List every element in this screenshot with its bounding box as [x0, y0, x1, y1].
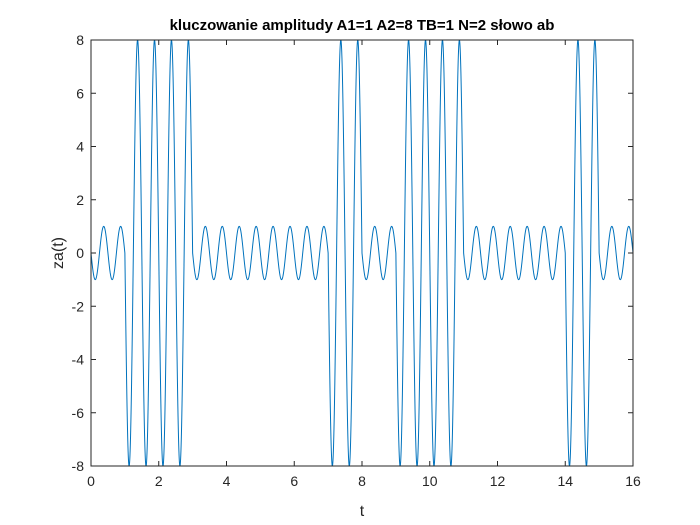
- y-axis-label: za(t): [50, 237, 67, 269]
- y-tick-label: 4: [76, 139, 84, 155]
- series-group: [91, 40, 633, 466]
- y-tick-label: 0: [76, 245, 84, 261]
- y-tick-label: -8: [72, 458, 85, 474]
- x-tick-label: 6: [290, 473, 298, 489]
- y-tick-label: 2: [76, 192, 84, 208]
- y-axis-ticks: 8 6 4 2 0 -2 -4 -6 -8: [72, 32, 633, 474]
- y-tick-label: -6: [72, 405, 85, 421]
- x-tick-label: 10: [422, 473, 438, 489]
- x-tick-label: 8: [358, 473, 366, 489]
- x-axis-label: t: [360, 503, 365, 520]
- x-tick-label: 0: [87, 473, 95, 489]
- y-tick-label: -4: [72, 352, 85, 368]
- x-tick-label: 4: [223, 473, 231, 489]
- chart-title: kluczowanie amplitudy A1=1 A2=8 TB=1 N=2…: [170, 17, 555, 34]
- x-tick-label: 16: [625, 473, 641, 489]
- y-tick-label: 6: [76, 85, 84, 101]
- y-tick-label: 8: [76, 32, 84, 48]
- x-axis-ticks: 0 2 4 6 8 10 12 14 16: [87, 40, 641, 489]
- x-tick-label: 2: [155, 473, 163, 489]
- y-tick-label: -2: [72, 298, 85, 314]
- x-tick-label: 12: [490, 473, 506, 489]
- x-tick-label: 14: [557, 473, 573, 489]
- signal-line: [91, 40, 633, 466]
